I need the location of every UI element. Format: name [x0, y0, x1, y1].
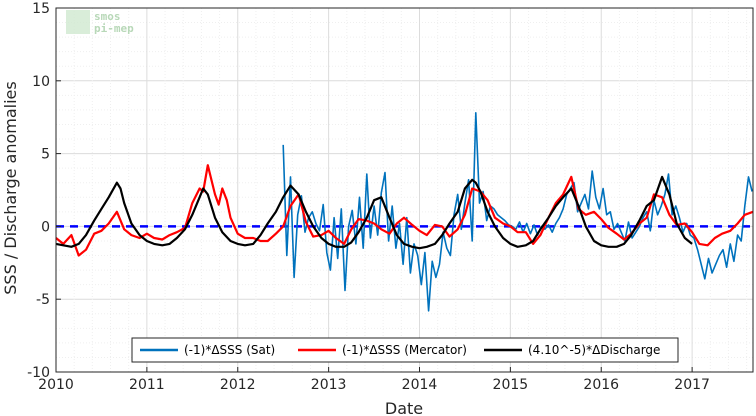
- x-tick-label: 2015: [493, 377, 529, 393]
- legend-box: [131, 337, 679, 363]
- legend-label-1: (-1)*ΔSSS (Mercator): [342, 343, 467, 357]
- x-tick-label: 2011: [129, 377, 165, 393]
- y-axis-ticks: 15 10 5 0 -5 -10: [27, 1, 61, 381]
- series-group: [55, 112, 754, 312]
- x-tick-label: 2017: [674, 377, 710, 393]
- y-tick-label: 15: [32, 1, 50, 17]
- smos-pimep-logo: smos pi-mep: [66, 10, 134, 35]
- x-tick-label: 2012: [220, 377, 256, 393]
- x-axis-ticks: 2010 2011 2012 2013 2014 2015 2016 2017: [38, 367, 710, 393]
- y-tick-label: 0: [41, 219, 50, 235]
- x-tick-label: 2016: [583, 377, 619, 393]
- legend: (-1)*ΔSSS (Sat) (-1)*ΔSSS (Mercator) (4.10…: [131, 337, 679, 363]
- grid: [55, 7, 753, 373]
- plot-frame: [55, 7, 754, 373]
- logo-text-line2: pi-mep: [94, 22, 134, 35]
- legend-label-0: (-1)*ΔSSS (Sat): [184, 343, 275, 357]
- x-tick-label: 2013: [311, 377, 347, 393]
- x-tick-label: 2014: [402, 377, 438, 393]
- y-tick-label: 5: [41, 147, 50, 163]
- x-tick-label: 2010: [38, 377, 74, 393]
- series-line-2: [55, 175, 693, 250]
- legend-label-2: (4.10^-5)*ΔDischarge: [528, 343, 660, 357]
- logo-text-line1: smos: [94, 10, 121, 23]
- y-tick-label: -5: [36, 292, 50, 308]
- y-axis-label: SSS / Discharge anomalies: [1, 81, 20, 294]
- y-tick-label: 10: [32, 74, 50, 90]
- logo-mark: [66, 10, 90, 34]
- y-tick-label: -10: [27, 365, 50, 381]
- x-axis-label: Date: [385, 399, 423, 416]
